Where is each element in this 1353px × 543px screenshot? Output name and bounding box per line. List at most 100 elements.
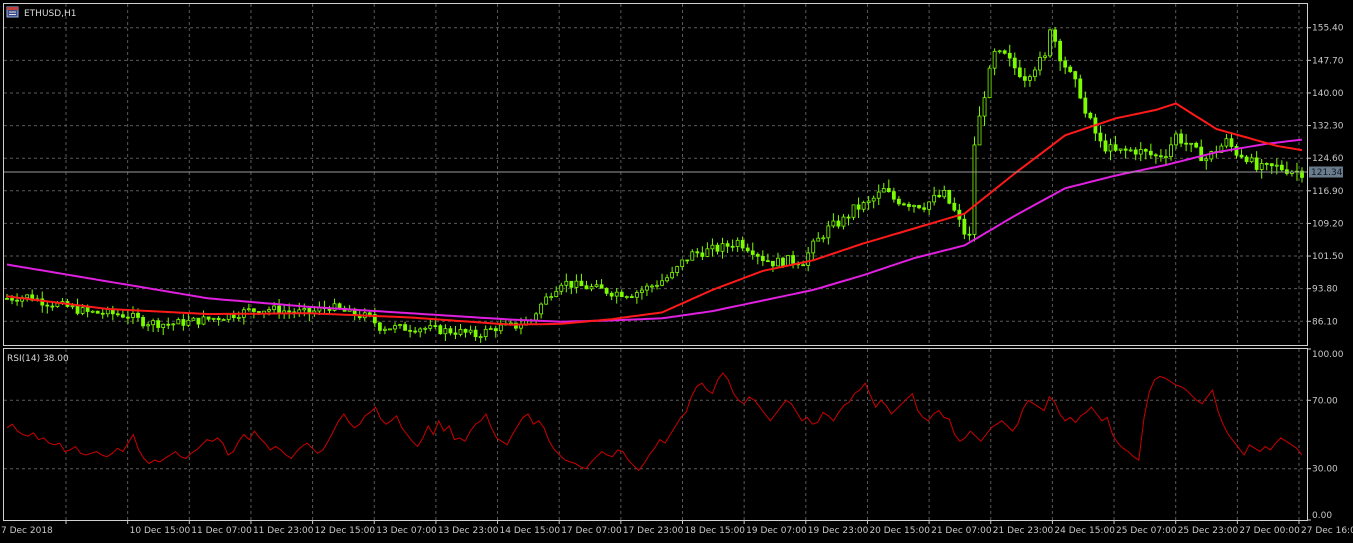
- candle-body: [469, 330, 472, 332]
- candle-body: [1049, 30, 1052, 56]
- candle-body: [565, 281, 568, 285]
- candle-body: [726, 244, 729, 247]
- candle-body: [202, 317, 205, 324]
- price-tick-label: 86.10: [1312, 317, 1338, 327]
- candle-body: [273, 306, 276, 310]
- candle-body: [222, 319, 225, 320]
- candle-body: [16, 300, 19, 301]
- candle-body: [474, 330, 477, 336]
- candle-body: [555, 291, 558, 296]
- candle-body: [696, 252, 699, 253]
- candle-body: [247, 309, 250, 310]
- candle-body: [449, 329, 452, 333]
- candle-body: [918, 205, 921, 207]
- time-tick-label: 14 Dec 15:00: [500, 526, 561, 536]
- price-panel-frame: [4, 4, 1308, 346]
- candle-body: [1134, 150, 1137, 154]
- candle-body: [822, 238, 825, 239]
- candle-body: [550, 297, 553, 298]
- candle-body: [1069, 67, 1072, 71]
- candle-body: [706, 249, 709, 257]
- candle-body: [489, 329, 492, 330]
- time-tick-label: 19 Dec 23:00: [808, 526, 869, 536]
- candle-body: [404, 325, 407, 331]
- candle-body: [303, 308, 306, 309]
- candle-body: [131, 313, 134, 317]
- candle-body: [691, 252, 694, 260]
- candle-body: [167, 324, 170, 325]
- candle-body: [51, 306, 54, 307]
- rsi-tick-label: 100.00: [1312, 350, 1344, 360]
- candle-body: [1175, 134, 1178, 145]
- candle-body: [76, 306, 79, 314]
- candle-body: [152, 321, 155, 325]
- candle-body: [378, 323, 381, 331]
- candle-body: [807, 253, 810, 266]
- candle-body: [26, 295, 29, 298]
- candle-body: [177, 320, 180, 324]
- candle-body: [338, 304, 341, 308]
- candle-body: [1139, 149, 1142, 154]
- candle-body: [928, 202, 931, 209]
- time-tick-label: 17 Dec 07:00: [561, 526, 622, 536]
- candle-body: [1033, 70, 1036, 77]
- time-tick-label: 25 Dec 07:00: [1116, 526, 1177, 536]
- candle-body: [1255, 158, 1258, 170]
- candle-body: [983, 98, 986, 116]
- candle-body: [86, 308, 89, 312]
- candle-body: [761, 256, 764, 260]
- candle-body: [1240, 155, 1243, 157]
- candle-body: [1124, 149, 1127, 150]
- price-tick-label: 116.90: [1312, 187, 1344, 197]
- candle-body: [268, 310, 271, 312]
- candle-body: [197, 318, 200, 324]
- candle-body: [535, 314, 538, 320]
- candle-body: [857, 205, 860, 209]
- candle-body: [771, 261, 774, 266]
- candle-body: [1054, 30, 1057, 41]
- candle-body: [207, 317, 210, 319]
- candle-body: [948, 190, 951, 203]
- candle-body: [892, 192, 895, 200]
- candle-body: [656, 285, 659, 286]
- candle-body: [439, 326, 442, 334]
- candle-body: [368, 313, 371, 315]
- candle-body: [1074, 72, 1077, 79]
- candle-body: [776, 258, 779, 266]
- time-tick-label: 25 Dec 23:00: [1178, 526, 1239, 536]
- candle-body: [464, 329, 467, 332]
- candle-body: [434, 326, 437, 327]
- candle-body: [121, 315, 124, 317]
- candle-body: [1038, 57, 1041, 70]
- candle-body: [585, 286, 588, 289]
- price-tick-label: 147.70: [1312, 56, 1344, 66]
- candle-body: [1164, 157, 1167, 158]
- candle-body: [1003, 51, 1006, 54]
- candle-body: [1149, 151, 1152, 155]
- time-tick-label: 12 Dec 15:00: [315, 526, 376, 536]
- candlestick-series: [6, 27, 1304, 343]
- candle-body: [963, 219, 966, 234]
- candle-body: [751, 251, 754, 255]
- candle-body: [96, 311, 99, 313]
- time-tick-label: 17 Dec 23:00: [623, 526, 684, 536]
- rsi-tick-label: 70.00: [1312, 396, 1338, 406]
- candle-body: [192, 318, 195, 320]
- candle-body: [484, 329, 487, 336]
- candle-body: [781, 258, 784, 265]
- candle-body: [1205, 159, 1208, 161]
- candle-body: [817, 238, 820, 241]
- candle-body: [126, 317, 129, 318]
- candle-body: [933, 195, 936, 202]
- candle-body: [862, 203, 865, 210]
- candle-body: [650, 286, 653, 287]
- time-tick-label: 18 Dec 15:00: [685, 526, 746, 536]
- candle-body: [137, 313, 140, 317]
- price-tick-label: 101.50: [1312, 252, 1344, 262]
- candle-body: [897, 199, 900, 204]
- candle-body: [1260, 163, 1263, 169]
- candle-body: [388, 329, 391, 330]
- candle-body: [237, 317, 240, 318]
